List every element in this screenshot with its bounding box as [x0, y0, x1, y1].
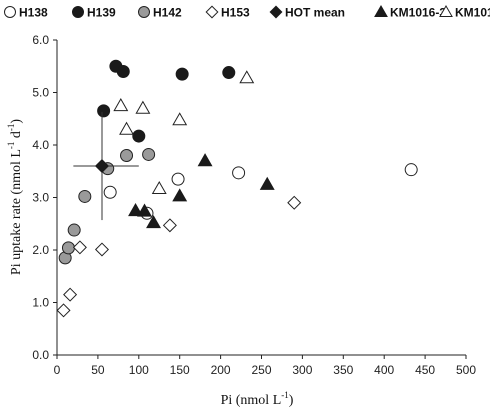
legend-label-km1016-3: KM1016-3	[390, 6, 446, 20]
x-axis-label-main: Pi (nmol L	[221, 393, 282, 408]
x-axis-ticks: 0 50 100 150 200 250 300 350 400 450 500	[54, 355, 476, 377]
data-point-h139	[222, 66, 236, 80]
legend-marker-km1016-4	[439, 4, 453, 18]
data-point-h138	[404, 163, 418, 177]
data-point-km1016-3	[172, 188, 188, 202]
y-tick-label: 0.0	[32, 348, 49, 362]
y-tick-label: 1.0	[32, 296, 49, 310]
data-point-km1016-3	[197, 153, 213, 167]
legend-marker-h139	[72, 6, 84, 18]
data-point-h138	[232, 166, 246, 180]
y-tick-label: 5.0	[32, 86, 49, 100]
data-point-h139	[175, 67, 189, 81]
legend-marker-h138	[4, 6, 16, 18]
data-point-km1016-3	[128, 203, 143, 217]
y-tick-label: 6.0	[32, 33, 49, 47]
data-point-km1016-4	[172, 112, 188, 126]
x-tick-label: 50	[91, 363, 105, 377]
y-axis-label-mid: d	[9, 131, 24, 142]
legend-label-km1016-4: KM1016-4	[455, 6, 490, 20]
y-axis-ticks: 0.0 1.0 2.0 3.0 4.0 5.0 6.0	[32, 33, 57, 362]
data-point-km1016-3	[259, 176, 275, 190]
data-point-km1016-4	[119, 121, 134, 135]
legend: H138 H139 H142 H153 HOT mean KM1016-3 KM1016-4	[4, 4, 490, 20]
legend-label-h142: H142	[153, 6, 182, 20]
x-tick-label: 0	[54, 363, 61, 377]
legend-marker-h153	[205, 5, 219, 19]
series-h138	[103, 163, 418, 220]
y-axis-label-end: )	[9, 119, 24, 124]
data-point-km1016-3	[146, 215, 161, 229]
legend-label-hot-mean: HOT mean	[285, 6, 345, 20]
legend-marker-km1016-3	[374, 4, 388, 18]
x-tick-label: 250	[251, 363, 271, 377]
series-h153	[56, 195, 302, 318]
data-point-h142	[78, 189, 92, 203]
data-point-km1016-4	[113, 98, 129, 112]
x-axis-label-end: )	[289, 393, 294, 408]
legend-item-h138: H138	[4, 6, 48, 20]
data-point-km1016-4	[239, 70, 255, 84]
data-point-h138	[171, 172, 185, 186]
data-point-h142	[142, 147, 156, 161]
y-axis-label: Pi uptake rate (nmol L-1 d-1)	[6, 119, 24, 275]
data-point-h153	[94, 242, 109, 257]
data-point-h139	[116, 65, 130, 78]
x-tick-label: 350	[333, 363, 353, 377]
data-point-km1016-4	[151, 180, 167, 195]
x-tick-label: 450	[415, 363, 435, 377]
legend-item-hot-mean: HOT mean	[269, 5, 345, 20]
data-point-h153	[287, 195, 302, 210]
data-point-h153	[162, 218, 177, 233]
x-tick-label: 400	[374, 363, 394, 377]
legend-marker-hot-mean	[269, 5, 283, 19]
y-axis-label-sup1: -1	[6, 142, 16, 150]
legend-item-h139: H139	[72, 6, 116, 20]
data-point-km1016-3	[137, 203, 152, 217]
data-point-h138	[103, 185, 117, 199]
data-point-km1016-4	[135, 100, 151, 114]
y-tick-label: 4.0	[32, 138, 49, 152]
x-tick-label: 200	[211, 363, 231, 377]
data-point-h139	[132, 129, 146, 143]
data-marks	[56, 59, 418, 318]
series-km1016-3	[128, 153, 275, 229]
series-hot-mean	[73, 111, 139, 221]
x-axis-label: Pi (nmol L-1)	[221, 390, 294, 408]
y-axis-label-sup2: -1	[6, 124, 16, 132]
data-point-h142	[67, 223, 81, 237]
y-tick-label: 3.0	[32, 191, 49, 205]
data-point-h142	[61, 241, 75, 255]
x-tick-label: 500	[456, 363, 476, 377]
legend-item-km1016-4: KM1016-4	[439, 4, 490, 20]
data-point-h153	[72, 240, 87, 255]
x-tick-label: 100	[129, 363, 149, 377]
x-tick-label: 150	[170, 363, 190, 377]
legend-item-h142: H142	[138, 6, 182, 20]
legend-label-h138: H138	[19, 6, 48, 20]
legend-item-km1016-3: KM1016-3	[374, 4, 446, 20]
legend-label-h139: H139	[87, 6, 116, 20]
x-axis-label-sup: -1	[281, 390, 289, 400]
legend-label-h153: H153	[221, 6, 250, 20]
x-tick-label: 300	[292, 363, 312, 377]
y-tick-label: 2.0	[32, 243, 49, 257]
y-axis-label-main: Pi uptake rate (nmol L	[9, 149, 24, 275]
data-point-h142	[120, 149, 134, 162]
plot-area: 0.0 1.0 2.0 3.0 4.0 5.0 6.0 0 50 100 150 200 250 300…	[32, 33, 476, 377]
data-point-h153	[63, 287, 78, 302]
data-point-hot-mean	[94, 158, 109, 174]
series-km1016-4	[113, 70, 255, 195]
data-point-h153	[56, 303, 71, 318]
legend-item-h153: H153	[205, 5, 250, 20]
series-h139	[97, 59, 236, 143]
legend-marker-h142	[138, 6, 150, 18]
data-point-h139	[97, 104, 111, 118]
